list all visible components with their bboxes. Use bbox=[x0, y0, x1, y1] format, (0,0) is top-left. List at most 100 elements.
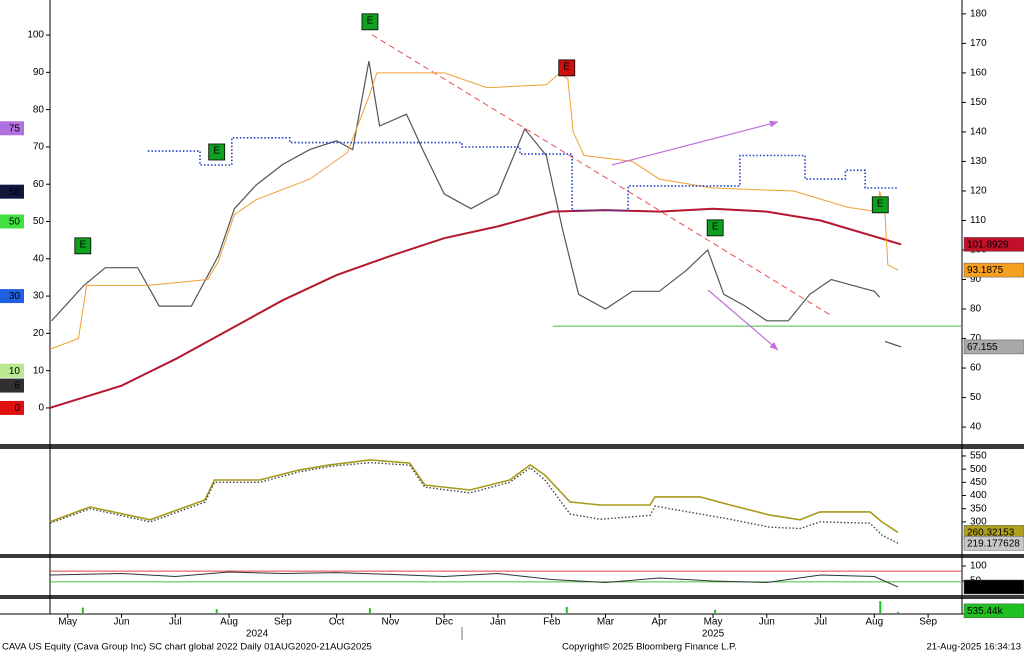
volume-bar bbox=[714, 609, 717, 613]
volume-bar bbox=[897, 611, 900, 613]
event-marker bbox=[208, 143, 226, 161]
footer-left: CAVA US Equity (Cava Group Inc) SC chart… bbox=[2, 642, 372, 653]
x-tick-label: Jul bbox=[814, 617, 827, 628]
x-tick-label: Sep bbox=[274, 617, 292, 628]
y2-tick-label: 10 bbox=[33, 365, 45, 376]
event-label: E bbox=[877, 198, 884, 209]
y-tick-label: 350 bbox=[970, 503, 987, 514]
y-tick-label: 150 bbox=[970, 97, 987, 108]
series-line bbox=[49, 461, 899, 544]
y-tick-label: 450 bbox=[970, 477, 987, 488]
last-value-tag-bg bbox=[963, 339, 1024, 355]
y2-tick-label: 50 bbox=[33, 216, 45, 227]
last-value-tag: 30.042 bbox=[967, 582, 998, 593]
series-line bbox=[51, 60, 902, 348]
y-tick-label: 130 bbox=[970, 156, 987, 167]
left-tag: 50 bbox=[9, 217, 21, 228]
event-marker bbox=[558, 59, 576, 77]
y-tick-label: 40 bbox=[970, 422, 982, 433]
y-tick-label: 50 bbox=[970, 392, 982, 403]
event-label: E bbox=[213, 146, 220, 157]
arrow-head bbox=[769, 341, 779, 351]
event-label: E bbox=[712, 221, 719, 232]
left-tag: 58 bbox=[9, 187, 21, 198]
left-tag: 6 bbox=[14, 381, 20, 392]
y2-tick-label: 80 bbox=[33, 104, 45, 115]
series-line bbox=[49, 459, 899, 534]
series-line bbox=[147, 137, 897, 212]
x-tick-label: Dec bbox=[435, 617, 453, 628]
event-marker bbox=[361, 13, 379, 31]
last-value-tag: 101.8929 bbox=[967, 240, 1009, 251]
x-tick-label: Jun bbox=[113, 617, 129, 628]
x-tick-label: Jun bbox=[759, 617, 775, 628]
left-tag: 10 bbox=[9, 366, 21, 377]
x-tick-label: Jan bbox=[490, 617, 506, 628]
year-label: 2025 bbox=[702, 629, 725, 640]
y-tick-label: 160 bbox=[970, 68, 987, 79]
left-tag: 75 bbox=[9, 123, 21, 134]
x-tick-label: Mar bbox=[597, 617, 615, 628]
y2-tick-label: 90 bbox=[33, 67, 45, 78]
event-label: E bbox=[79, 239, 86, 250]
y-tick-label: 120 bbox=[970, 186, 987, 197]
y-tick-label: 500 bbox=[970, 464, 987, 475]
y2-tick-label: 100 bbox=[27, 30, 44, 41]
panel-separator bbox=[0, 595, 1024, 599]
left-tag: 0 bbox=[14, 403, 20, 414]
last-value-tag: 67.155 bbox=[967, 342, 998, 353]
panel-separator bbox=[0, 554, 1024, 558]
y-tick-label: 70 bbox=[970, 333, 982, 344]
y2-tick-label: 0 bbox=[38, 403, 44, 414]
last-value-tag: 535.44k bbox=[967, 606, 1004, 617]
panel-separator bbox=[0, 444, 1024, 449]
left-tag: 30 bbox=[9, 291, 21, 302]
x-tick-label: Aug bbox=[220, 617, 238, 628]
footer-right: 21-Aug-2025 16:34:13 bbox=[926, 642, 1021, 653]
volume-bar bbox=[368, 608, 371, 613]
volume-bar bbox=[81, 607, 84, 613]
y2-tick-label: 70 bbox=[33, 142, 45, 153]
x-tick-label: May bbox=[704, 617, 723, 628]
last-value-tag: 219.177628 bbox=[967, 538, 1020, 549]
y-tick-label: 60 bbox=[970, 363, 982, 374]
x-tick-label: Apr bbox=[651, 617, 667, 628]
arrow-head bbox=[769, 120, 779, 128]
y2-tick-label: 20 bbox=[33, 328, 45, 339]
left-tag-bg bbox=[0, 289, 24, 304]
volume-bar bbox=[879, 601, 882, 613]
y2-tick-label: 30 bbox=[33, 291, 45, 302]
last-value-tag-bg bbox=[963, 603, 1024, 619]
x-tick-label: Aug bbox=[865, 617, 883, 628]
y-tick-label: 550 bbox=[970, 451, 987, 462]
x-tick-label: Nov bbox=[381, 617, 399, 628]
y-tick-label: 100 bbox=[970, 561, 987, 572]
last-value-tag-bg bbox=[963, 579, 1024, 595]
y-tick-label: 140 bbox=[970, 127, 987, 138]
footer-center: Copyright© 2025 Bloomberg Finance L.P. bbox=[562, 642, 737, 653]
y-tick-label: 80 bbox=[970, 304, 982, 315]
x-tick-label: Jul bbox=[169, 617, 182, 628]
volume-bar bbox=[215, 609, 218, 613]
last-value-tag-bg bbox=[963, 535, 1024, 551]
left-tag-bg bbox=[0, 363, 24, 378]
x-tick-label: Sep bbox=[919, 617, 937, 628]
last-value-tag: 260.32153 bbox=[967, 528, 1015, 539]
event-marker bbox=[706, 219, 724, 237]
y-tick-label: 400 bbox=[970, 490, 987, 501]
series-line bbox=[48, 207, 902, 410]
x-tick-label: Oct bbox=[329, 617, 345, 628]
last-value-tag-bg bbox=[963, 237, 1024, 252]
event-marker bbox=[871, 196, 889, 214]
y-tick-label: 90 bbox=[970, 274, 982, 285]
left-tag-bg bbox=[0, 214, 24, 229]
left-tag-bg bbox=[0, 400, 24, 415]
y-tick-label: 180 bbox=[970, 9, 987, 20]
event-marker bbox=[74, 237, 92, 255]
y-tick-label: 300 bbox=[970, 517, 987, 528]
left-tag-bg bbox=[0, 184, 24, 199]
y2-tick-label: 60 bbox=[33, 179, 45, 190]
year-label: 2024 bbox=[246, 629, 269, 640]
